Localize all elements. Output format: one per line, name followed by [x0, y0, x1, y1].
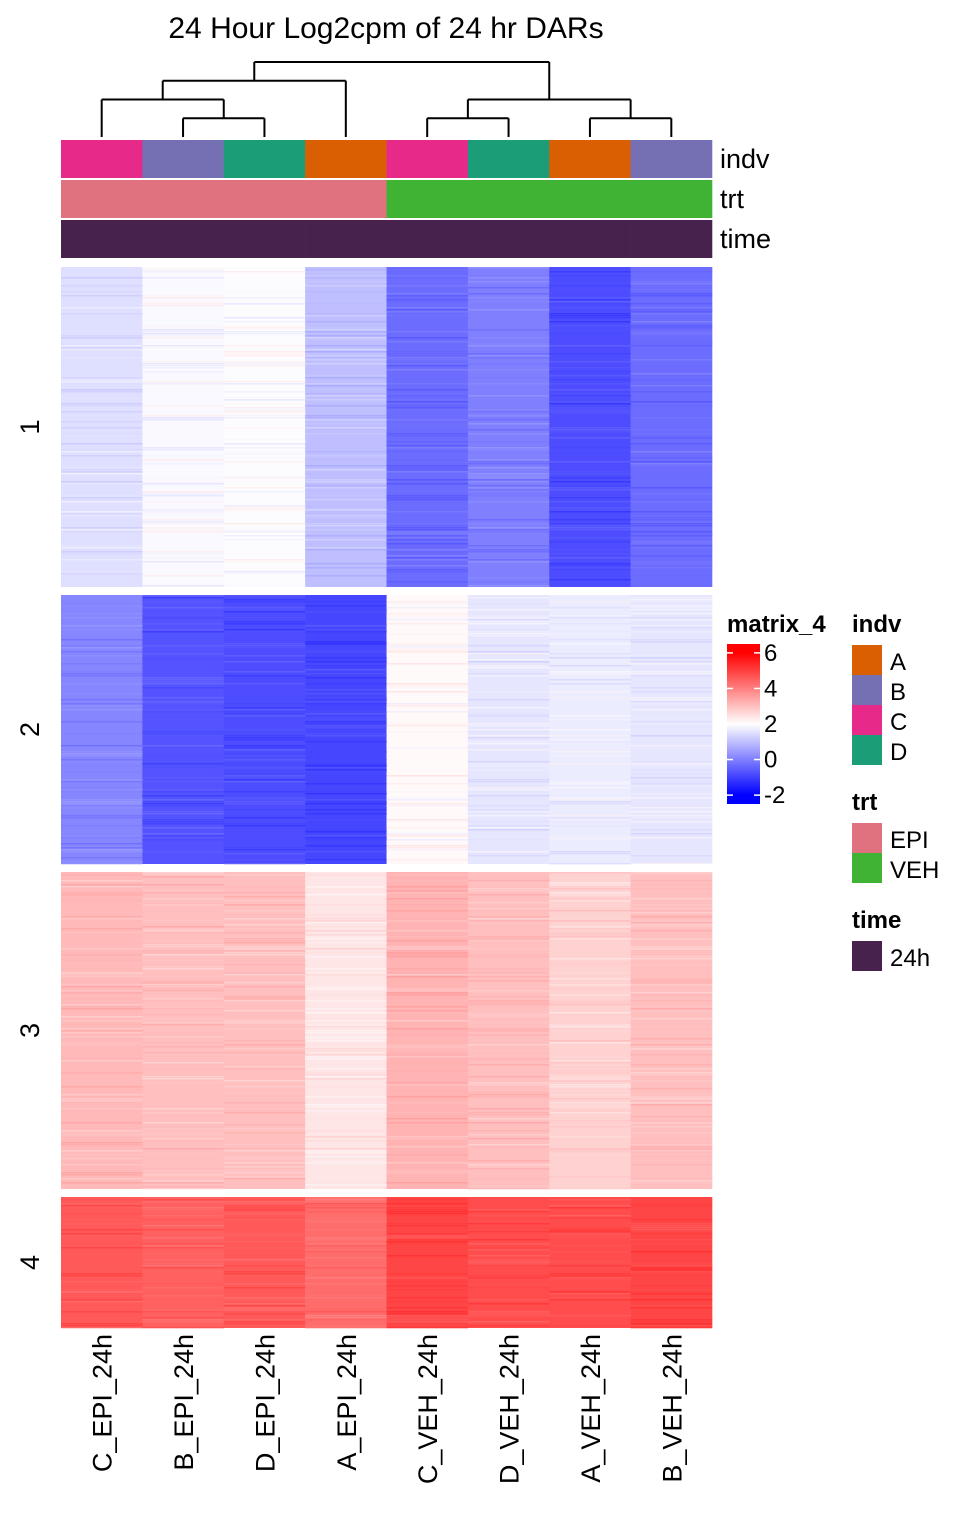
heatmap-cell	[386, 1197, 469, 1328]
legend-swatch	[852, 823, 882, 853]
annotation-cell	[467, 180, 550, 218]
annotation-trt: trt	[61, 180, 744, 218]
heatmap-slice-2	[61, 595, 713, 865]
column-labels: C_EPI_24h B_EPI_24h D_EPI_24h A_EPI_24h C_VE…	[88, 1334, 688, 1484]
legend-swatch	[852, 941, 882, 971]
row-group-labels: 1 2 3 4	[15, 419, 45, 1270]
legend-swatch	[852, 645, 882, 675]
annotation-cell	[549, 140, 631, 178]
colorbar-tick-label: -2	[764, 782, 785, 809]
annotation-cell	[630, 180, 713, 218]
legend-item-label: C	[890, 709, 907, 736]
heatmap-cell	[467, 267, 550, 587]
annotation-indv: indv	[61, 140, 770, 178]
annotation-cell	[305, 220, 387, 258]
colorbar-tick-label: 6	[764, 640, 777, 667]
annotation-cell	[142, 180, 225, 218]
column-label: A_VEH_24h	[576, 1334, 606, 1483]
annotation-cell	[305, 140, 387, 178]
annotation-name: time	[720, 224, 771, 254]
column-label: C_EPI_24h	[88, 1334, 118, 1472]
heatmap-cell	[630, 595, 713, 864]
annotation-cell	[305, 180, 387, 218]
heatmap-cell	[142, 1197, 225, 1328]
annotation-cell	[142, 220, 225, 258]
legend-item-label: A	[890, 649, 906, 676]
column-label: C_VEH_24h	[413, 1334, 443, 1484]
legend-swatch	[852, 735, 882, 765]
column-annotations: indv trt time	[61, 140, 771, 258]
annotation-cell	[61, 220, 143, 258]
annotation-cell	[549, 220, 631, 258]
annotation-cell	[61, 140, 143, 178]
annotation-time: time	[61, 220, 771, 258]
annotation-cell	[223, 180, 306, 218]
heatmap-cell	[61, 595, 143, 864]
annotation-cell	[467, 220, 550, 258]
row-group-label: 2	[15, 722, 45, 737]
column-label: D_VEH_24h	[495, 1334, 525, 1484]
annotation-cell	[386, 180, 469, 218]
column-label: B_VEH_24h	[657, 1334, 687, 1483]
heatmap-texture	[61, 595, 713, 865]
legend-item-label: 24h	[890, 945, 930, 972]
heatmap-body	[61, 267, 713, 1329]
legend-swatch	[852, 675, 882, 705]
colorbar-tick-label: 2	[764, 711, 777, 738]
annotation-cell	[386, 140, 469, 178]
legend-title: trt	[852, 789, 877, 816]
legend-title: time	[852, 907, 901, 934]
annotation-cell	[386, 220, 469, 258]
legend-item-label: D	[890, 739, 907, 766]
heatmap-cell	[305, 1197, 387, 1328]
legend-title: indv	[852, 611, 902, 638]
annotation-cell	[142, 140, 225, 178]
row-group-label: 4	[15, 1255, 45, 1270]
heatmap-texture	[61, 267, 713, 587]
legend-swatch	[852, 705, 882, 735]
heatmap-cell	[386, 872, 469, 1189]
column-label: D_EPI_24h	[250, 1334, 280, 1472]
colorbar-title: matrix_4	[727, 611, 826, 638]
row-group-label: 1	[15, 419, 45, 434]
annotation-name: indv	[720, 144, 770, 174]
legend-swatch	[852, 853, 882, 883]
heatmap-slice-1	[61, 267, 713, 587]
column-dendrogram	[100, 61, 673, 137]
heatmap-cell	[630, 267, 713, 587]
heatmap-slice-4	[61, 1197, 713, 1329]
heatmap-texture	[61, 872, 713, 1190]
colorbar-tick-label: 0	[764, 747, 777, 774]
annotation-cell	[223, 140, 306, 178]
annotation-cell	[223, 220, 306, 258]
annotation-cell	[630, 140, 713, 178]
annotation-cell	[549, 180, 631, 218]
annotation-cell	[630, 220, 713, 258]
heatmap-cell	[61, 1197, 143, 1328]
annotation-cell	[61, 180, 143, 218]
legend-item-label: EPI	[890, 827, 929, 854]
column-label: B_EPI_24h	[169, 1334, 199, 1471]
heatmap-slice-3	[61, 872, 713, 1190]
legend-item-label: VEH	[890, 857, 939, 884]
annotation-name: trt	[720, 184, 744, 214]
heatmap-texture	[61, 1197, 713, 1329]
legend-item-label: B	[890, 679, 906, 706]
heatmap-cell	[142, 872, 225, 1189]
heatmap-cell	[223, 872, 306, 1189]
heatmap-cell	[386, 595, 469, 864]
heatmap-cell	[305, 595, 387, 864]
column-label: A_EPI_24h	[332, 1334, 362, 1471]
chart-title: 24 Hour Log2cpm of 24 hr DARs	[168, 12, 603, 45]
row-group-label: 3	[15, 1023, 45, 1038]
colorbar-tick-label: 4	[764, 675, 777, 702]
annotation-cell	[467, 140, 550, 178]
heatmap-cell	[630, 872, 713, 1189]
